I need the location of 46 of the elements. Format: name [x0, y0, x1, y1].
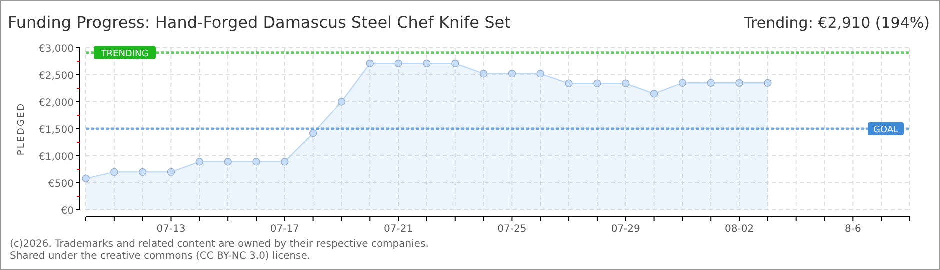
- point: [281, 158, 289, 166]
- y-tick-label: €3,000: [39, 44, 74, 55]
- y-axis-title: PLEDGED: [17, 102, 27, 156]
- point: [707, 79, 715, 87]
- y-tick-label: €2,500: [39, 71, 74, 82]
- point: [224, 158, 232, 166]
- point: [423, 60, 431, 68]
- point: [338, 98, 346, 106]
- point: [309, 129, 318, 138]
- point: [594, 80, 602, 88]
- y-tick-label: €2,000: [39, 98, 74, 109]
- point: [678, 79, 687, 87]
- y-tick-label: €500: [48, 179, 74, 190]
- point: [536, 70, 544, 78]
- point: [565, 80, 573, 88]
- y-tick-label: €0: [61, 206, 74, 217]
- point: [394, 60, 402, 68]
- x-tick-label: 07-17: [270, 224, 300, 235]
- point: [82, 174, 90, 183]
- point: [138, 168, 147, 176]
- point: [110, 168, 118, 176]
- x-tick-label: 07-13: [156, 224, 186, 235]
- x-tick-label: 8-6: [845, 224, 862, 235]
- x-tick-label: 07-29: [611, 224, 640, 235]
- point: [508, 70, 516, 78]
- x-tick-label: 07-25: [498, 224, 527, 235]
- ref-line-label: TRENDING: [100, 49, 149, 60]
- point: [764, 79, 772, 87]
- point: [480, 70, 488, 78]
- y-tick-label: €1,500: [39, 125, 74, 136]
- text: Shared under the creative commons (CC BY-NC 3.0) license.: [10, 251, 311, 262]
- text: (c)2026. Trademarks and related content are owned by their respective companies.: [10, 239, 429, 250]
- ref-line-label: GOAL: [873, 126, 899, 136]
- point: [650, 90, 658, 98]
- x-tick-label: 08-02: [724, 224, 754, 235]
- y-tick-label: €1,000: [39, 152, 74, 163]
- chart-subtitle: Trending: €2,910 (194%): [743, 14, 930, 32]
- point: [622, 80, 630, 88]
- point: [366, 60, 374, 68]
- point: [252, 158, 260, 166]
- point: [452, 60, 460, 68]
- point: [736, 79, 744, 87]
- chart-title: Funding Progress: Hand-Forged Damascus Steel Chef Knife Set: [8, 13, 511, 32]
- point: [167, 168, 176, 176]
- x-tick-label: 07-21: [384, 224, 414, 235]
- point: [196, 158, 204, 166]
